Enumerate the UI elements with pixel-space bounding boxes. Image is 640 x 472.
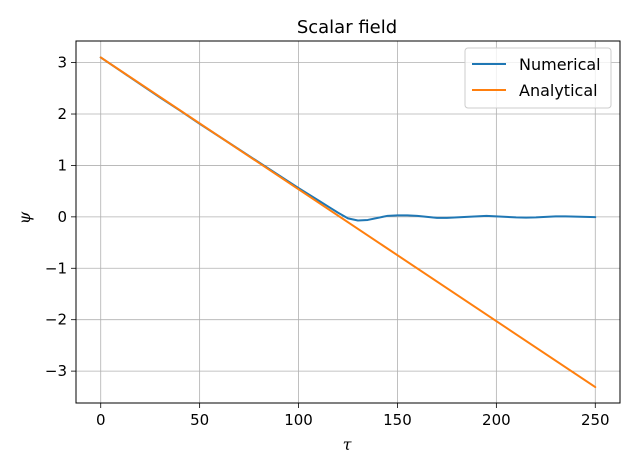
legend: Numerical Analytical xyxy=(464,47,612,109)
series-lines xyxy=(99,56,597,389)
y-tick-label: 0 xyxy=(57,208,67,226)
legend-label-analytical: Analytical xyxy=(519,81,598,100)
y-axis-label: ψ xyxy=(15,211,34,224)
series-line-analytical xyxy=(99,56,597,389)
y-tick-label: −1 xyxy=(45,259,67,277)
x-tick-label: 250 xyxy=(581,411,610,429)
axis-ticks: 0 50 100 150 200 250 −3 −2 −1 0 1 2 3 xyxy=(45,54,610,429)
y-tick-label: −3 xyxy=(45,362,67,380)
y-tick-label: 3 xyxy=(57,54,67,72)
x-tick-label: 0 xyxy=(96,411,106,429)
x-axis-label: τ xyxy=(343,435,353,454)
chart-title: Scalar field xyxy=(297,17,397,38)
x-tick-label: 200 xyxy=(482,411,511,429)
x-tick-label: 50 xyxy=(190,411,209,429)
x-tick-label: 100 xyxy=(284,411,313,429)
plot-frame xyxy=(75,40,621,404)
y-tick-label: −2 xyxy=(45,311,67,329)
x-tick-label: 150 xyxy=(383,411,412,429)
y-tick-label: 2 xyxy=(57,105,67,123)
legend-label-numerical: Numerical xyxy=(519,55,601,74)
y-tick-label: 1 xyxy=(57,156,67,174)
